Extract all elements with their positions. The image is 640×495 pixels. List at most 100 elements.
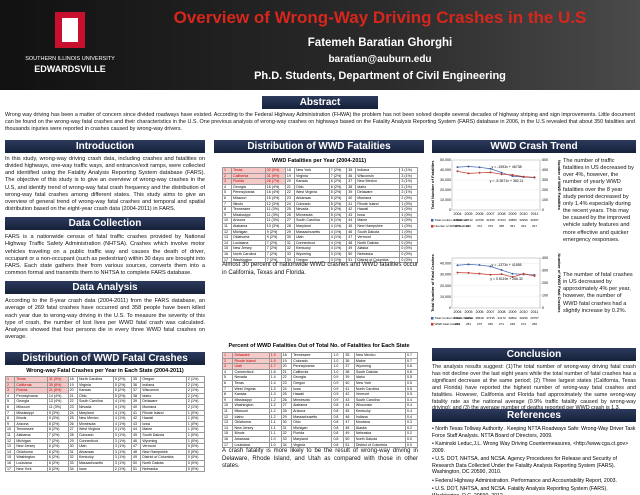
x-tick-label: 2005 bbox=[465, 310, 473, 314]
table-cell: Georgia bbox=[291, 374, 333, 381]
point bbox=[456, 166, 459, 169]
legend-label: Total number of fatal crashes bbox=[435, 316, 474, 320]
table-cell: 1 (0%) bbox=[185, 409, 206, 417]
table-cell: Nevada bbox=[232, 374, 270, 381]
table-cell: 7 bbox=[4, 409, 16, 417]
table-cell: 51 bbox=[346, 256, 357, 264]
table-title: WWD Fatalities per Year (2004-2011) bbox=[271, 158, 367, 164]
table-cell: 2 bbox=[221, 357, 234, 365]
table-cell: 0.5 bbox=[404, 380, 419, 387]
point bbox=[489, 265, 492, 268]
table-row: 3 Utah 1.7 20 Pennsylvania 1.0 37 Wyoming 0.6 bbox=[221, 363, 419, 370]
table-row: 11 Missouri 1.2 28 Arizona 0.8 45 Kentucky 0.4 bbox=[221, 407, 419, 415]
table-value: 43510 bbox=[464, 218, 473, 222]
table-row: 6 Missouri 11 (3%) 23 Nevada 4 (1%) 40 Montana 2… bbox=[4, 404, 206, 411]
logo-mark bbox=[62, 18, 78, 42]
table-value: 387 bbox=[455, 224, 460, 228]
table-cell: 8 bbox=[4, 415, 16, 422]
y2-tick-label: 100 bbox=[542, 198, 548, 202]
table-value: 271 bbox=[499, 322, 504, 326]
author: Fatemeh Baratian Ghorghi bbox=[307, 37, 453, 49]
table-cell: 40 bbox=[343, 380, 355, 387]
table-cell: Arkansas bbox=[232, 435, 270, 443]
table-value: 366 bbox=[466, 224, 471, 228]
table-cell: 6 bbox=[221, 380, 234, 387]
table-title: Wrong-way Fatal Crashes per Year in Each… bbox=[26, 368, 184, 374]
table-cell: 13 bbox=[221, 419, 234, 426]
table-value: 327 bbox=[532, 224, 537, 228]
table-cell: Arizona bbox=[291, 407, 333, 415]
table-cell: Colorado bbox=[291, 357, 333, 365]
table-row: 10 Tennessee 8 (2%) 27 West Virginia 3 (1%) 44… bbox=[4, 426, 206, 433]
table-cell: 30 bbox=[280, 419, 293, 426]
table-cell: 19 bbox=[67, 381, 78, 389]
table-cell: 13 bbox=[4, 443, 16, 450]
annotation: y = -1373x + 41555 bbox=[491, 263, 521, 267]
point bbox=[511, 276, 514, 278]
table-row: 9 Mississippi 1.2 26 Minnesota 0.9 43 South Car… bbox=[221, 396, 419, 404]
y-tick-label: 10,000 bbox=[440, 295, 451, 299]
table-cell: 48 bbox=[130, 448, 142, 456]
table-value: 34172 bbox=[497, 316, 506, 320]
point bbox=[467, 271, 470, 274]
y-tick-label: 20,000 bbox=[440, 188, 451, 192]
table-cell: 9 bbox=[4, 420, 16, 428]
table-cell: 47 bbox=[343, 419, 355, 426]
table-cell: 0.2 bbox=[404, 424, 419, 432]
x-tick-label: 2007 bbox=[487, 212, 495, 216]
table-cell: 10 bbox=[221, 402, 234, 409]
affiliation: Ph.D. Students, Department of Civil Engi… bbox=[254, 70, 506, 82]
table-cell: 7 bbox=[221, 385, 234, 393]
table-cell: 25 bbox=[280, 391, 293, 398]
table-cell: 0.7 bbox=[404, 357, 419, 365]
table-cell: 22 bbox=[67, 398, 78, 405]
table-cell: 2 (1%) bbox=[185, 381, 206, 389]
reference: • North Texas Tollway Authority . Keepin… bbox=[432, 426, 636, 439]
table-row: 13 New Jersey 6 (2%) 30 Utah 3 (1%) 47 Vermont 0… bbox=[4, 443, 206, 450]
table-row: 2 California 31 (9%) 19 Virginia 7 (2%) 36 Wisc… bbox=[221, 172, 418, 180]
table-cell: Minnesota bbox=[291, 396, 333, 404]
table-row: 14 Oklahoma 6 (2%) 31 Arkansas 3 (1%) 48 New Ha… bbox=[4, 448, 206, 456]
table-cell: 12 bbox=[4, 437, 16, 445]
x-tick-label: 2006 bbox=[476, 212, 484, 216]
table-cell: 0.0 bbox=[404, 435, 419, 443]
point bbox=[489, 167, 492, 170]
table-cell: 28 bbox=[280, 407, 293, 415]
table-row: 11 Alabama 7 (2%) 28 Colorado 3 (1%) 45 South D… bbox=[4, 431, 206, 439]
table-value: 351 bbox=[510, 224, 515, 228]
table-grid: 1 Texas 31 (9%) 18 North Carolina 5 (2%) 35 Ore… bbox=[4, 376, 206, 473]
x-tick-label: 2010 bbox=[520, 310, 528, 314]
table-cell: Maryland bbox=[291, 435, 333, 443]
table-cell: 0 (0%) bbox=[185, 448, 206, 456]
table-cell: 38 bbox=[130, 392, 142, 400]
table-cell: 27 bbox=[67, 426, 78, 433]
table-cell: 2 (1%) bbox=[112, 465, 132, 473]
table-cell: 18 bbox=[280, 352, 293, 359]
table-cell: 0.5 bbox=[404, 374, 419, 381]
section-header: Distribution of WWD Fatal Crashes bbox=[5, 352, 205, 365]
table-cell: 30 bbox=[67, 443, 78, 450]
table-row: 15 Washington 6 (2%) 32 Kentucky 3 (1%) 49 Dist… bbox=[4, 454, 206, 461]
y2-axis-title: Number of WWD Fatal Crashes bbox=[557, 254, 562, 314]
point bbox=[467, 165, 470, 168]
point bbox=[456, 271, 459, 274]
reference: • U.S. DOT, NHTSA, and NCSA. Fatality An… bbox=[432, 486, 608, 495]
table-cell: Kentucky bbox=[353, 407, 406, 415]
table-cell: 42 bbox=[343, 391, 355, 398]
reference: • U.S. DOT, NHTSA, and NCSA. Agency Proc… bbox=[432, 456, 617, 475]
table-cell: Connecticut bbox=[232, 368, 270, 376]
data-collection-text: FARS is a nationwide census of fatal tra… bbox=[5, 234, 205, 277]
table-cell: New Mexico bbox=[353, 352, 406, 359]
table-cell: 51 bbox=[130, 465, 142, 473]
table-value: 37423 bbox=[497, 218, 506, 222]
table-cell: 33 bbox=[67, 459, 78, 467]
intro-text: In this study, wrong-way driving crash d… bbox=[5, 156, 205, 213]
table-cell: 21 bbox=[67, 392, 78, 400]
point bbox=[478, 171, 481, 174]
y-tick-label: 30,000 bbox=[440, 178, 451, 182]
table-cell: 16 bbox=[4, 459, 16, 467]
table-cell: 17 bbox=[221, 256, 233, 264]
table-cell: 43 bbox=[343, 396, 355, 404]
table-cell: 33 bbox=[280, 435, 293, 443]
table-row: 17 Washington 7 (2%) 34 Oregon 3 (1%) 51 Distri… bbox=[221, 256, 418, 264]
